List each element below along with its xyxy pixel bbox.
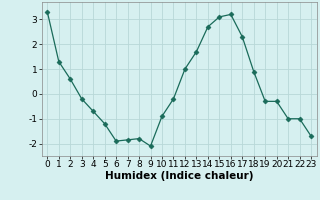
X-axis label: Humidex (Indice chaleur): Humidex (Indice chaleur) (105, 171, 253, 181)
